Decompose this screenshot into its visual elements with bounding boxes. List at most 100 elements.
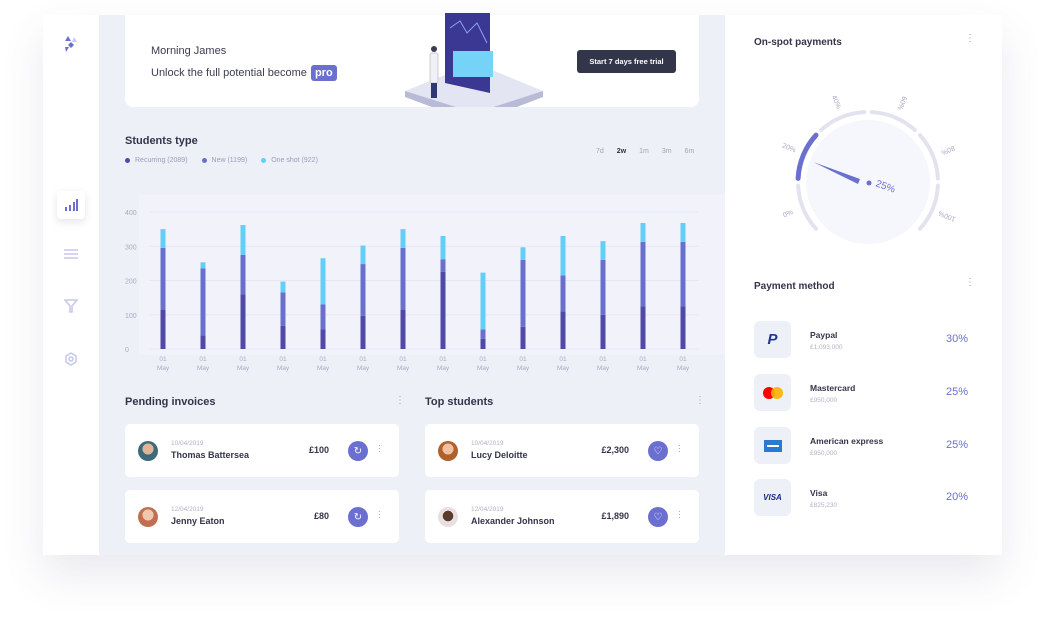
invoice-card[interactable]: 10/04/2019 Thomas Battersea £100 ↻ · · · bbox=[125, 424, 399, 477]
x-tick-label: May bbox=[237, 365, 250, 372]
range-6m[interactable]: 6m bbox=[684, 148, 695, 155]
bar-recurring bbox=[360, 315, 366, 349]
gauge-label: 20% bbox=[781, 143, 797, 155]
x-tick-label: May bbox=[437, 365, 450, 372]
sidebar-item-settings[interactable] bbox=[57, 345, 85, 373]
bar-new bbox=[640, 241, 646, 307]
pending-invoices-title: Pending invoices bbox=[125, 396, 216, 408]
bar-new bbox=[680, 241, 686, 307]
start-trial-button[interactable]: Start 7 days free trial bbox=[577, 50, 676, 73]
gauge-segment bbox=[796, 183, 818, 231]
pending-menu-icon[interactable]: ⋮ bbox=[395, 395, 405, 406]
favorite-button[interactable]: ♡ bbox=[648, 441, 668, 461]
card-menu-icon[interactable]: · · · bbox=[378, 506, 381, 522]
bar-one-shot bbox=[160, 229, 166, 248]
avatar bbox=[438, 507, 458, 527]
bar-recurring bbox=[200, 335, 206, 349]
payment-item-visa[interactable]: VISA Visa £825,230 20% bbox=[754, 479, 1004, 519]
x-tick-label: May bbox=[397, 365, 410, 372]
bar-recurring bbox=[240, 294, 246, 349]
invoice-date: 12/04/2019 bbox=[171, 506, 204, 513]
x-tick-label: 01 bbox=[439, 356, 447, 363]
onspot-menu-icon[interactable]: ⋮ bbox=[965, 33, 975, 44]
bar-one-shot bbox=[400, 229, 406, 248]
y-tick-label: 0 bbox=[125, 347, 129, 354]
payment-amount: £825,230 bbox=[810, 502, 838, 509]
payment-name: Mastercard bbox=[810, 383, 856, 393]
x-tick-label: 01 bbox=[159, 356, 167, 363]
x-tick-label: 01 bbox=[639, 356, 647, 363]
gauge-segment bbox=[819, 110, 867, 132]
card-menu-icon[interactable]: · · · bbox=[378, 440, 381, 456]
bar-new bbox=[600, 259, 606, 315]
x-tick-label: 01 bbox=[559, 356, 567, 363]
payment-name: Visa bbox=[810, 488, 828, 498]
x-tick-label: 01 bbox=[199, 356, 207, 363]
card-menu-icon[interactable]: · · · bbox=[678, 440, 681, 456]
invoice-amount: £100 bbox=[308, 445, 329, 455]
bar-new bbox=[400, 247, 406, 310]
range-1m[interactable]: 1m bbox=[639, 148, 649, 155]
bar-new bbox=[520, 259, 526, 327]
top-menu-icon[interactable]: ⋮ bbox=[695, 395, 705, 406]
x-tick-label: 01 bbox=[599, 356, 607, 363]
student-card[interactable]: 12/04/2019 Alexander Johnson £1,890 ♡ · ·… bbox=[425, 490, 699, 543]
resend-button[interactable]: ↻ bbox=[348, 507, 368, 527]
y-tick-label: 400 bbox=[125, 210, 137, 217]
bar-new bbox=[440, 259, 446, 272]
student-amount: £1,890 bbox=[601, 511, 629, 521]
x-tick-label: 01 bbox=[679, 356, 687, 363]
x-tick-label: May bbox=[557, 365, 570, 372]
bar-new bbox=[560, 275, 566, 312]
card-menu-icon[interactable]: · · · bbox=[678, 506, 681, 522]
bar-new bbox=[320, 304, 326, 330]
sidebar-item-filter[interactable] bbox=[57, 292, 85, 320]
range-tabs: 7d 2w 1m 3m 6m bbox=[596, 148, 694, 155]
main-content: Morning James Unlock the full potential … bbox=[99, 13, 725, 555]
gauge-segment bbox=[795, 132, 819, 181]
bar-new bbox=[160, 247, 166, 310]
y-tick-label: 200 bbox=[125, 279, 137, 286]
gauge-center bbox=[866, 180, 872, 186]
bar-recurring bbox=[520, 326, 526, 349]
payment-amount: £1,093,000 bbox=[810, 344, 843, 351]
payment-percent: 30% bbox=[946, 333, 969, 345]
gauge-segment bbox=[869, 110, 917, 132]
payment-item-mastercard[interactable]: Mastercard £950,000 25% bbox=[754, 374, 1004, 414]
sidebar-item-analytics[interactable] bbox=[57, 191, 85, 219]
x-tick-label: May bbox=[637, 365, 650, 372]
range-7d[interactable]: 7d bbox=[596, 148, 604, 155]
sidebar-item-list[interactable] bbox=[57, 240, 85, 268]
student-name: Lucy Deloitte bbox=[471, 450, 528, 460]
payment-menu-icon[interactable]: ⋮ bbox=[965, 277, 975, 288]
range-3m[interactable]: 3m bbox=[661, 148, 672, 155]
analytics-illustration bbox=[405, 13, 543, 107]
bar-new bbox=[240, 254, 246, 295]
resend-button[interactable]: ↻ bbox=[348, 441, 368, 461]
bar-recurring bbox=[400, 309, 406, 349]
gauge-segment bbox=[918, 183, 940, 231]
x-tick-label: May bbox=[677, 365, 690, 372]
amex-icon bbox=[754, 427, 791, 464]
invoice-date: 10/04/2019 bbox=[171, 440, 204, 447]
x-tick-label: May bbox=[277, 365, 290, 372]
student-card[interactable]: 10/04/2019 Lucy Deloitte £2,300 ♡ · · · bbox=[425, 424, 699, 477]
favorite-button[interactable]: ♡ bbox=[648, 507, 668, 527]
bar-new bbox=[200, 268, 206, 336]
bar-new bbox=[360, 264, 366, 316]
payment-percent: 20% bbox=[946, 491, 969, 503]
student-name: Jenny Eaton bbox=[171, 516, 225, 526]
payment-item-amex[interactable]: American express £950,000 25% bbox=[754, 427, 1004, 467]
students-type-chart: 0 100 200 300 400 01 May 01 May 01 May 01 May 01 May 01… bbox=[125, 195, 725, 372]
student-date: 10/04/2019 bbox=[471, 440, 504, 447]
gauge-segment bbox=[918, 133, 940, 181]
invoice-card[interactable]: 12/04/2019 Jenny Eaton £80 ↻ · · · bbox=[125, 490, 399, 543]
avatar bbox=[138, 441, 158, 461]
student-amount: £2,300 bbox=[601, 445, 629, 455]
payment-item-paypal[interactable]: P Paypal £1,093,000 30% bbox=[754, 321, 1004, 361]
legend-new: New (1199) bbox=[201, 157, 247, 164]
students-type-title: Students type bbox=[125, 135, 198, 147]
bar-recurring bbox=[680, 306, 686, 349]
top-students-title: Top students bbox=[425, 396, 494, 408]
range-2w[interactable]: 2w bbox=[616, 148, 627, 155]
